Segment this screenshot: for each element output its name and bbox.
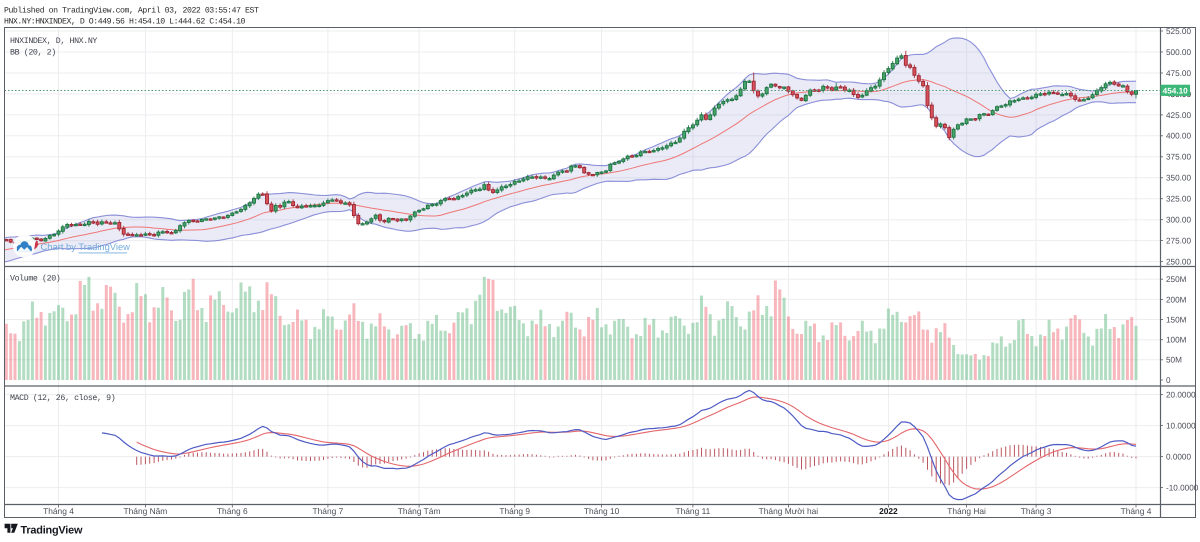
- svg-text:325.00: 325.00: [1166, 195, 1191, 204]
- svg-text:HNXINDEX, D, HNX.NY: HNXINDEX, D, HNX.NY: [10, 37, 97, 46]
- svg-text:Chart by TradingView: Chart by TradingView: [41, 241, 131, 252]
- svg-text:Tháng Mười hai: Tháng Mười hai: [759, 506, 819, 516]
- svg-text:200M: 200M: [1166, 295, 1187, 304]
- svg-text:454.10: 454.10: [1163, 87, 1188, 96]
- svg-text:Volume (20): Volume (20): [10, 274, 60, 284]
- svg-text:10.0000: 10.0000: [1166, 422, 1196, 431]
- svg-text:HNX.NY:HNXINDEX, D O:449.56 H:: HNX.NY:HNXINDEX, D O:449.56 H:454.10 L:4…: [4, 18, 246, 27]
- svg-text:Tháng 3: Tháng 3: [1021, 506, 1052, 516]
- svg-text:Tháng 7: Tháng 7: [313, 506, 344, 516]
- svg-text:Tháng Năm: Tháng Năm: [124, 506, 168, 516]
- svg-text:Tháng 9: Tháng 9: [499, 506, 530, 516]
- svg-text:Tháng 4: Tháng 4: [43, 506, 74, 516]
- svg-text:TradingView: TradingView: [21, 525, 83, 537]
- svg-text:475.00: 475.00: [1166, 69, 1191, 78]
- svg-text:BB (20, 2): BB (20, 2): [10, 48, 56, 58]
- svg-text:250.00: 250.00: [1166, 258, 1191, 267]
- svg-text:50M: 50M: [1166, 356, 1182, 365]
- svg-text:400.00: 400.00: [1166, 132, 1191, 141]
- svg-text:0: 0: [1166, 376, 1171, 385]
- svg-text:300.00: 300.00: [1166, 216, 1191, 225]
- svg-text:Published on TradingView.com,: Published on TradingView.com, April 03, …: [4, 7, 259, 16]
- svg-text:0.0000: 0.0000: [1166, 453, 1191, 462]
- svg-text:Tháng 4: Tháng 4: [1121, 506, 1152, 516]
- svg-text:Tháng Hai: Tháng Hai: [947, 506, 986, 516]
- svg-text:Tháng 6: Tháng 6: [217, 506, 248, 516]
- svg-text:350.00: 350.00: [1166, 174, 1191, 183]
- svg-text:425.00: 425.00: [1166, 111, 1191, 120]
- svg-text:2022: 2022: [879, 506, 898, 516]
- svg-text:150M: 150M: [1166, 315, 1187, 324]
- svg-text:Tháng 10: Tháng 10: [584, 506, 620, 516]
- svg-text:Tháng 11: Tháng 11: [676, 506, 711, 516]
- svg-text:275.00: 275.00: [1166, 237, 1191, 246]
- svg-text:Tháng Tám: Tháng Tám: [398, 506, 441, 516]
- svg-text:525.00: 525.00: [1166, 27, 1191, 36]
- svg-text:20.0000: 20.0000: [1166, 390, 1196, 399]
- svg-text:100M: 100M: [1166, 336, 1187, 345]
- svg-text:500.00: 500.00: [1166, 48, 1191, 57]
- svg-text:MACD (12, 26, close, 9): MACD (12, 26, close, 9): [10, 393, 115, 403]
- svg-text:-10.0000: -10.0000: [1166, 484, 1199, 493]
- svg-text:250M: 250M: [1166, 275, 1187, 284]
- svg-text:375.00: 375.00: [1166, 153, 1191, 162]
